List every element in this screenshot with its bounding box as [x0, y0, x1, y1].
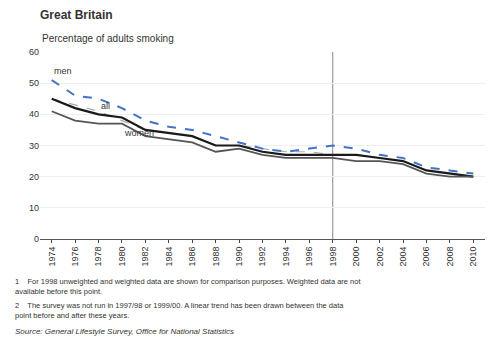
svg-text:1986: 1986 [187, 247, 197, 267]
svg-text:men: men [54, 66, 72, 76]
svg-text:2008: 2008 [445, 247, 455, 267]
svg-text:10: 10 [29, 203, 39, 213]
svg-text:1980: 1980 [117, 247, 127, 267]
svg-text:2 The survey was not run in: 2 The survey was not run in 1997/98 or 1… [15, 301, 344, 320]
svg-text:1996: 1996 [304, 247, 314, 267]
svg-text:20: 20 [29, 172, 39, 182]
svg-text:1982: 1982 [140, 247, 150, 267]
svg-text:Percentage of adults smoking: Percentage of adults smoking [42, 33, 174, 44]
svg-text:40: 40 [29, 109, 39, 119]
svg-text:1988: 1988 [211, 247, 221, 267]
svg-text:1 For 1998 unweighted and w: 1 For 1998 unweighted and weighted data … [15, 277, 361, 296]
svg-text:women: women [124, 128, 154, 138]
svg-text:1990: 1990 [234, 247, 244, 267]
svg-text:30: 30 [29, 141, 39, 151]
svg-text:1976: 1976 [70, 247, 80, 267]
svg-text:2002: 2002 [375, 247, 385, 267]
svg-text:0: 0 [34, 234, 39, 244]
svg-text:2010: 2010 [468, 247, 478, 267]
svg-text:1984: 1984 [164, 247, 174, 267]
svg-text:1992: 1992 [257, 247, 267, 267]
svg-text:Source: General Lifestyle Surv: Source: General Lifestyle Survey, Office… [15, 327, 234, 336]
svg-text:all: all [101, 101, 110, 111]
svg-text:2004: 2004 [398, 247, 408, 267]
svg-text:1994: 1994 [281, 247, 291, 267]
svg-text:2006: 2006 [421, 247, 431, 267]
svg-text:Great Britain: Great Britain [40, 8, 113, 22]
svg-text:1978: 1978 [93, 247, 103, 267]
svg-text:1974: 1974 [47, 247, 57, 267]
svg-text:60: 60 [29, 47, 39, 57]
svg-text:2000: 2000 [351, 247, 361, 267]
svg-text:1998: 1998 [328, 247, 338, 267]
svg-text:50: 50 [29, 78, 39, 88]
